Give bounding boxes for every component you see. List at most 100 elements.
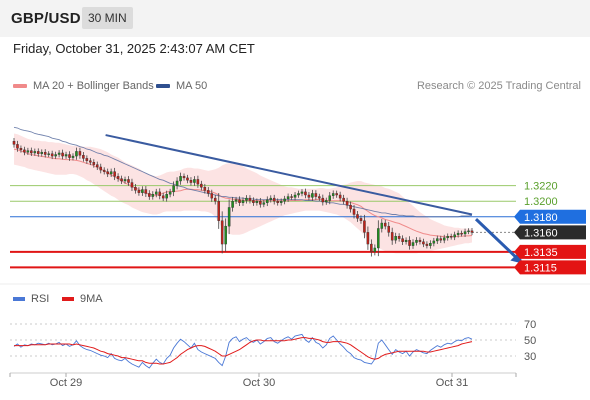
level-label-1.3180: 1.3180 xyxy=(524,212,558,224)
candle-body xyxy=(453,234,456,238)
legend-rsi: RSI xyxy=(13,293,49,305)
candle-body xyxy=(314,193,318,197)
candle-body xyxy=(134,187,137,191)
candle-body xyxy=(300,191,304,194)
candle-body xyxy=(345,201,349,206)
candle-body xyxy=(262,202,266,205)
candle-body xyxy=(283,198,286,202)
candle-body xyxy=(442,237,446,241)
candle-body xyxy=(436,238,439,242)
legend-ma50-label: MA 50 xyxy=(176,80,208,92)
candle-body xyxy=(359,218,363,221)
candle-body xyxy=(252,200,255,203)
candle-body xyxy=(390,232,394,241)
candle-body xyxy=(57,152,61,155)
candle-body xyxy=(85,158,89,161)
candle-body xyxy=(266,199,269,203)
candle-body xyxy=(255,201,259,203)
candle-body xyxy=(12,141,16,145)
candle-body xyxy=(311,193,314,198)
candle-body xyxy=(377,228,380,249)
candle-body xyxy=(47,153,50,155)
legend-ma9-label: 9MA xyxy=(80,293,103,305)
candle-body xyxy=(113,171,116,177)
candle-body xyxy=(387,225,390,233)
candle-body xyxy=(401,238,404,242)
candle-body xyxy=(123,179,127,182)
price-labels: 1.3220 1.3200 1.3180 1.3160 1.3135 1.3115 xyxy=(514,181,586,275)
timeframe-badge[interactable]: 30 MIN xyxy=(82,7,133,29)
rsi-tick-label: 30 xyxy=(524,351,536,363)
candle-body xyxy=(217,201,220,221)
candle-body xyxy=(127,179,130,183)
candle-body xyxy=(269,197,273,200)
time-tick-label: Oct 31 xyxy=(436,377,468,389)
level-tag-1.3135 xyxy=(514,244,586,259)
candle-body xyxy=(189,180,193,183)
level-label-1.3135: 1.3135 xyxy=(524,247,558,259)
candle-body xyxy=(241,200,245,203)
candle-body xyxy=(179,176,182,182)
candle-body xyxy=(456,232,460,235)
candle-body xyxy=(349,204,352,210)
candle-body xyxy=(363,220,366,233)
candle-body xyxy=(460,232,463,235)
level-tag-1.3160 xyxy=(514,225,586,240)
candle-body xyxy=(373,247,377,253)
candle-body xyxy=(325,200,328,203)
candle-body xyxy=(231,201,234,208)
candle-body xyxy=(99,166,103,171)
candle-body xyxy=(75,151,78,157)
chart-datetime: Friday, October 31, 2025 2:43:07 AM CET xyxy=(13,41,255,56)
candle-body xyxy=(293,194,297,198)
candle-body xyxy=(61,152,64,157)
level-label-1.3220: 1.3220 xyxy=(524,181,558,193)
candle-body xyxy=(220,220,224,245)
rsi-ma9-line xyxy=(14,337,473,365)
candle-body xyxy=(141,189,144,193)
candle-body xyxy=(397,236,401,239)
candle-body xyxy=(370,243,373,253)
candle-body xyxy=(23,149,26,153)
candle-body xyxy=(331,193,335,196)
candle-body xyxy=(366,232,370,245)
level-tag-1.3180 xyxy=(514,209,586,224)
level-label-1.3160: 1.3160 xyxy=(524,227,558,239)
legend-ma20-label: MA 20 + Bollinger Bands xyxy=(33,80,154,92)
rsi-tick-label: 50 xyxy=(524,335,536,347)
candle-body xyxy=(415,239,418,243)
candle-body xyxy=(276,201,279,203)
candle-body xyxy=(106,171,109,175)
candle-body xyxy=(213,197,217,202)
candle-body xyxy=(19,148,23,151)
candle-body xyxy=(248,197,252,201)
forecast-arrow-shaft xyxy=(474,218,519,260)
candle-body xyxy=(64,154,68,157)
candle-body xyxy=(245,197,248,201)
candle-body xyxy=(196,179,200,185)
candle-body xyxy=(16,144,19,149)
level-label-1.3200: 1.3200 xyxy=(524,196,558,208)
ma20-swatch xyxy=(13,84,27,89)
candle-body xyxy=(227,207,231,227)
candle-body xyxy=(272,197,276,202)
time-tick-label: Oct 30 xyxy=(243,377,275,389)
candle-body xyxy=(148,193,151,197)
candle-body xyxy=(328,195,332,201)
candle-body xyxy=(467,230,470,233)
chart-header: GBP/USD 30 MIN xyxy=(0,0,590,37)
candle-body xyxy=(200,183,203,188)
candle-body xyxy=(43,151,47,155)
candle-body xyxy=(411,242,415,246)
candle-body xyxy=(279,201,283,203)
candle-body xyxy=(96,164,99,168)
candle-body xyxy=(429,243,432,246)
candle-body xyxy=(151,194,155,197)
candle-body xyxy=(92,162,96,165)
candle-body xyxy=(449,236,453,238)
candle-body xyxy=(210,193,214,199)
rsi-line xyxy=(13,333,473,369)
candle-body xyxy=(78,151,82,156)
candle-body xyxy=(116,176,120,179)
